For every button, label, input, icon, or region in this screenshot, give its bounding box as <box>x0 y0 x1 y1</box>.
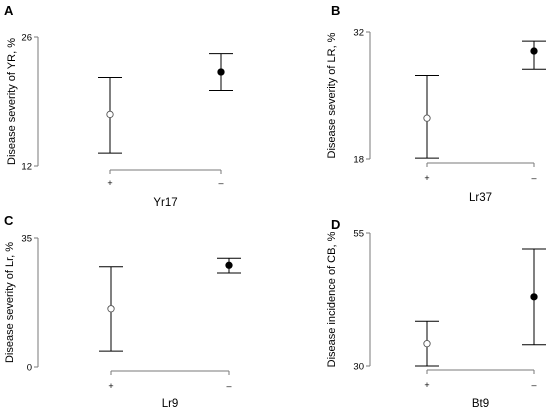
y-tick-label: 18 <box>353 155 364 166</box>
y-axis-label: Disease severity of Lr, % <box>4 242 16 363</box>
mean-point-filled <box>225 261 233 269</box>
panel-c: C 0 35 Disease severity of Lr, % + – Lr9 <box>4 213 241 410</box>
x-axis-label: Yr17 <box>153 197 177 209</box>
x-tick-label: + <box>424 380 429 390</box>
panel-d: D 30 55 Disease incidence of CB, % + – Bt9 <box>326 217 546 410</box>
panel-letter: C <box>4 213 14 228</box>
x-tick-label: – <box>226 381 231 391</box>
y-axis-label: Disease severity of YR, % <box>6 38 18 165</box>
x-tick-label: – <box>531 173 536 183</box>
panel-letter: B <box>331 3 340 18</box>
x-tick-label: + <box>107 178 112 188</box>
y-tick-label: 12 <box>21 162 32 173</box>
y-tick-label: 35 <box>21 234 32 245</box>
mean-point-filled <box>530 47 538 55</box>
x-tick-label: + <box>108 381 113 391</box>
y-tick-label: 55 <box>353 229 364 240</box>
y-axis-label: Disease incidence of CB, % <box>326 231 338 367</box>
y-tick-label: 26 <box>21 33 32 44</box>
mean-point-filled <box>217 68 225 76</box>
mean-point-open <box>107 305 115 313</box>
y-tick-label: 0 <box>27 363 32 374</box>
x-axis-label: Bt9 <box>472 398 489 410</box>
x-tick-label: – <box>218 178 223 188</box>
mean-point-open <box>423 114 431 122</box>
mean-point-open <box>106 110 114 119</box>
panel-letter: A <box>4 3 14 18</box>
mean-point-open <box>423 340 431 348</box>
error-bar <box>522 40 546 70</box>
y-axis-label: Disease severity of LR, % <box>326 32 338 158</box>
mean-point-filled <box>530 293 538 301</box>
x-tick-label: – <box>531 380 536 390</box>
y-tick-label: 32 <box>353 28 364 39</box>
panel-b: B 18 32 Disease severity of LR, % + – Lr37 <box>326 3 546 204</box>
x-tick-label: + <box>424 173 429 183</box>
y-tick-label: 30 <box>353 362 364 373</box>
x-axis-label: Lr37 <box>469 192 492 204</box>
panel-letter: D <box>331 217 340 232</box>
x-axis-label: Lr9 <box>162 398 179 410</box>
